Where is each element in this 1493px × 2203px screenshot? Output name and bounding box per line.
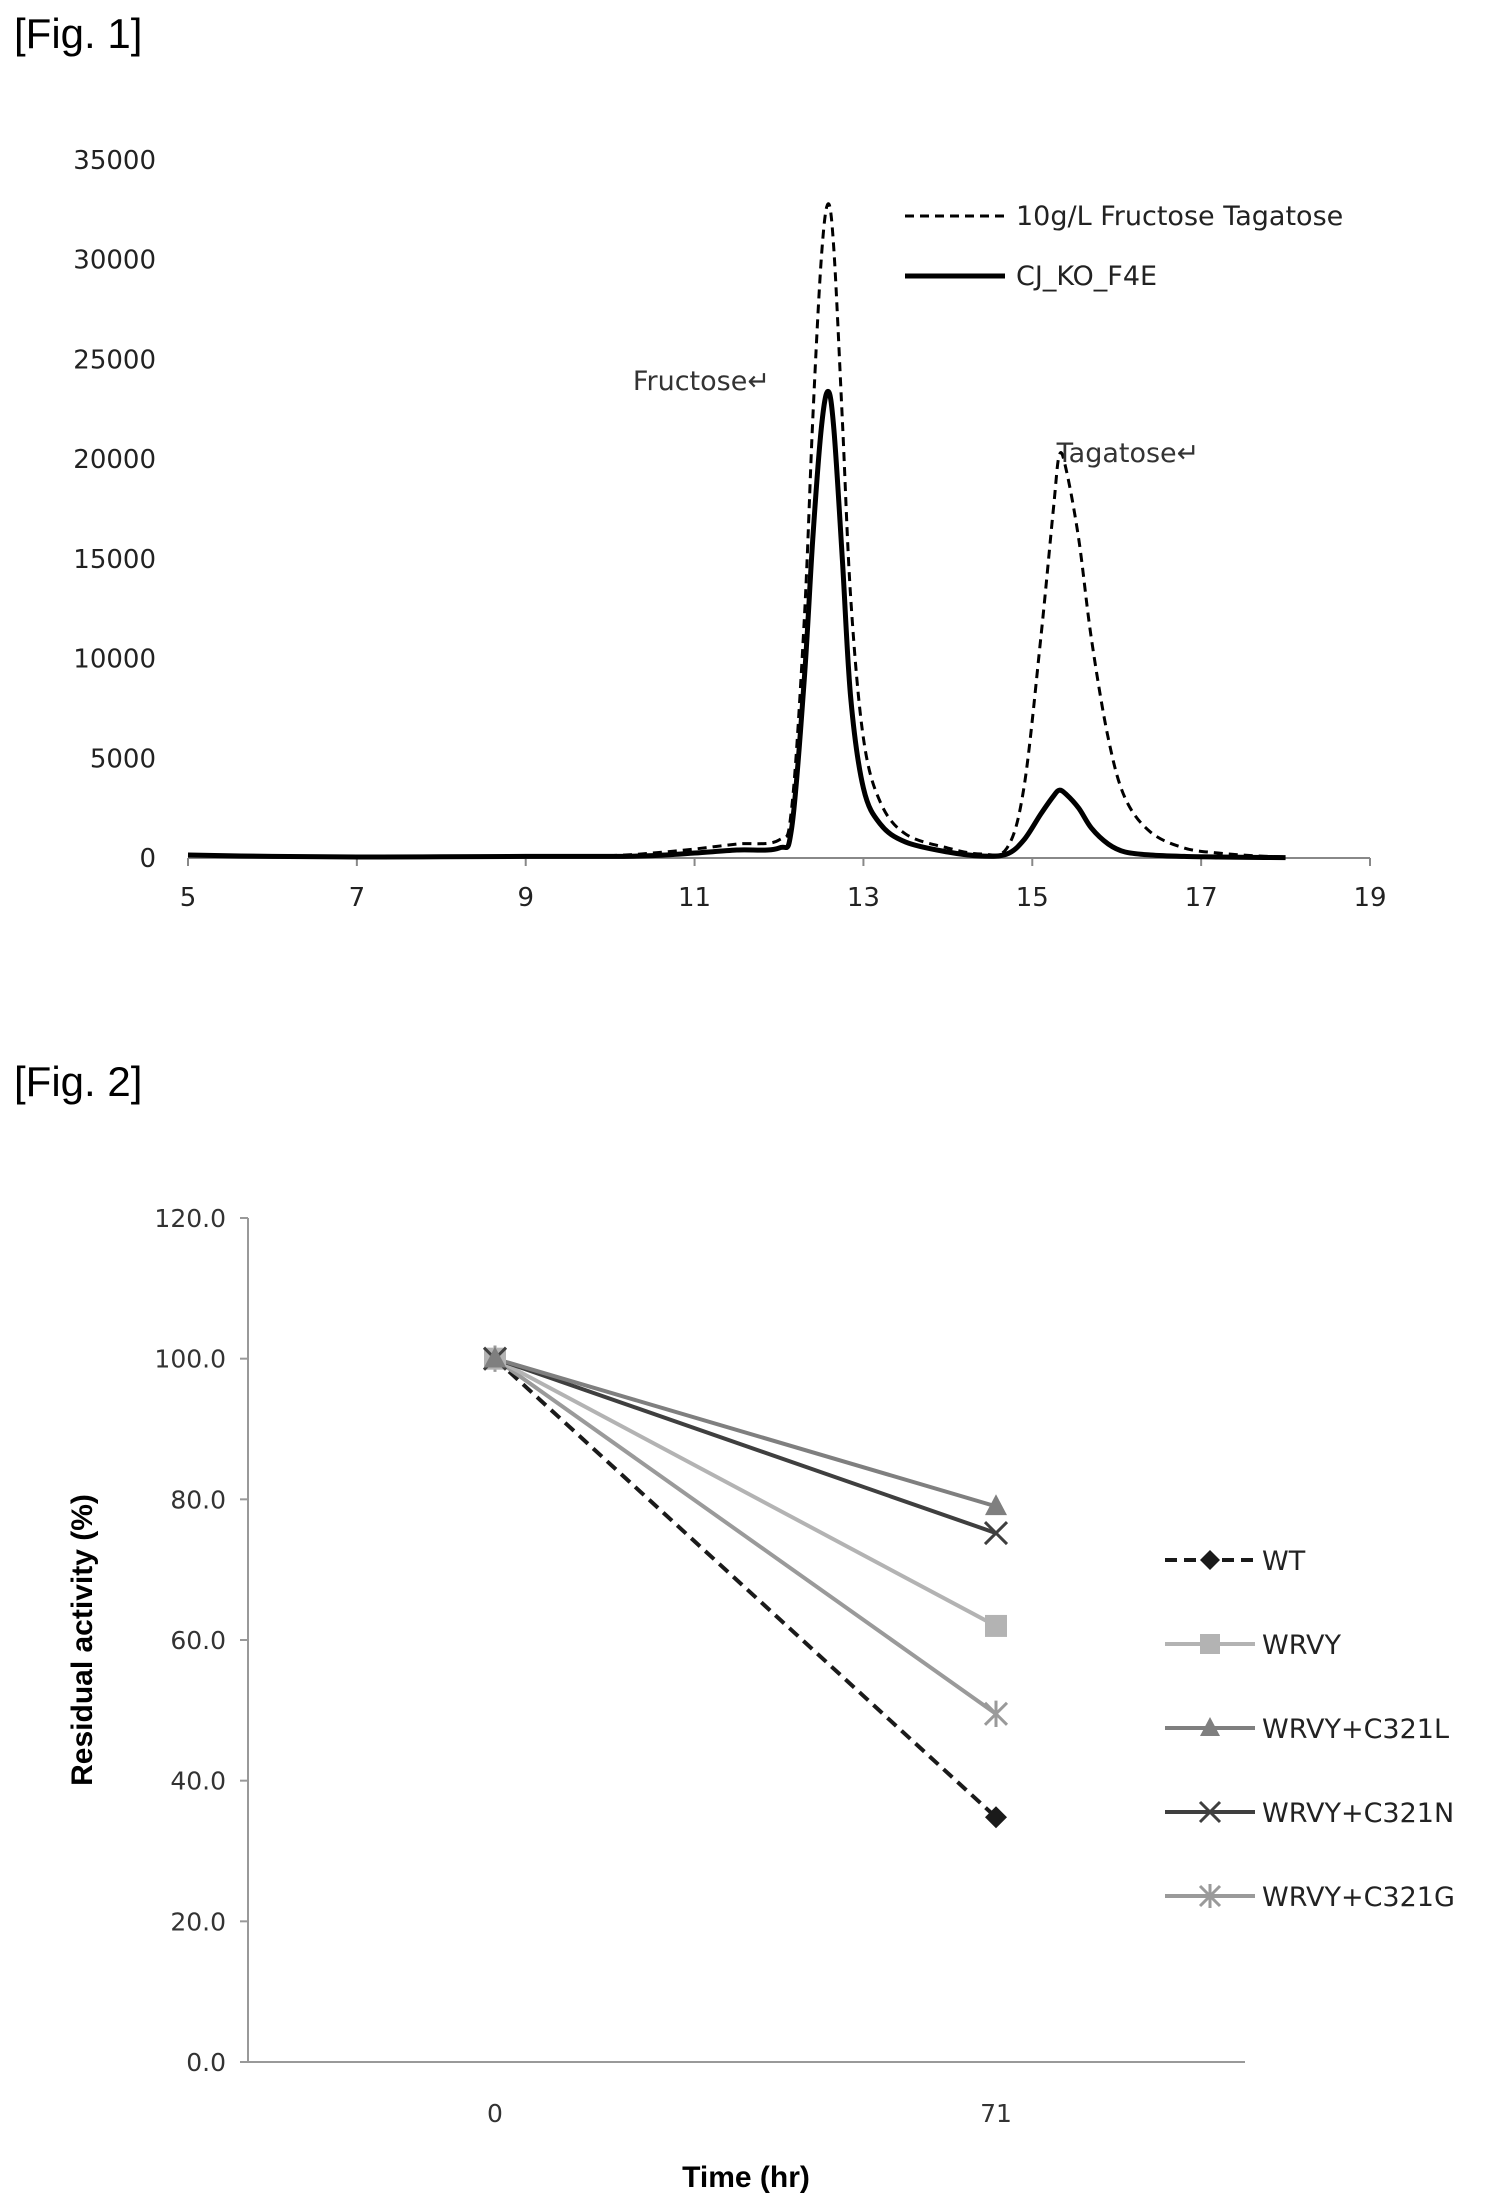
series-line-0 [187,202,1286,859]
figure-2-label: [Fig. 2] [14,1058,143,1105]
x-marker [1198,1800,1222,1824]
legend-label: WRVY+C321L [1262,1714,1449,1745]
y-tick-label: 30000 [73,246,156,276]
y-tick-label: 25000 [73,345,156,375]
x-tick-label: 9 [517,883,534,913]
y-tick-label: 100.0 [154,1345,226,1374]
figure-1-label: [Fig. 1] [14,10,143,57]
x-tick-label: 71 [980,2099,1012,2128]
x-marker [983,1521,1009,1546]
x-tick-label: 17 [1185,883,1218,913]
diamond-marker [1200,1550,1220,1570]
y-tick-label: 120.0 [154,1204,226,1233]
peak-annotation: Tagatose↵ [1056,438,1200,469]
x-tick-label: 11 [678,883,711,913]
legend-label: WRVY+C321N [1262,1798,1454,1829]
y-tick-label: 15000 [73,545,156,575]
legend-label: WT [1262,1546,1306,1577]
y-tick-label: 20.0 [170,1907,226,1936]
diamond-marker [985,1806,1007,1829]
square-marker [1200,1634,1220,1654]
series-line-1 [187,388,1286,861]
legend-label: CJ_KO_F4E [1016,261,1157,292]
y-tick-label: 35000 [73,146,156,176]
legend-label: WRVY [1262,1630,1341,1661]
y-tick-label: 20000 [73,445,156,475]
legend-label: 10g/L Fructose Tagatose [1016,201,1343,232]
y-tick-label: 40.0 [170,1767,226,1796]
y-tick-label: 10000 [73,645,156,675]
y-tick-label: 5000 [90,744,156,774]
star-marker [1198,1884,1222,1908]
series-line-WRVY+C321L [494,1356,997,1509]
y-tick-label: 0 [139,844,156,874]
star-marker [983,1700,1009,1728]
x-tick-label: 13 [847,883,880,913]
legend-label: WRVY+C321G [1262,1882,1455,1913]
chromatogram-chart: 5 7 9 11 13 15 17 19 0 5000 10000 15000 20000 25000 30… [73,146,1386,913]
square-marker [985,1614,1007,1637]
peak-annotation: Fructose↵ [633,366,770,397]
triangle-marker [1200,1717,1220,1736]
triangle-marker [985,1494,1007,1516]
y-axis-title: Residual activity (%) [66,1494,99,1786]
x-tick-label: 7 [349,883,366,913]
x-tick-label: 5 [180,883,197,913]
y-tick-label: 60.0 [170,1626,226,1655]
y-tick-label: 80.0 [170,1485,226,1514]
x-tick-label: 0 [487,2099,503,2128]
x-axis-title: Time (hr) [682,2161,810,2194]
series-line-WRVY+C321G [493,1357,998,1716]
triangle-marker [484,1346,506,1368]
x-tick-label: 19 [1353,883,1386,913]
series-line-WRVY [494,1356,997,1628]
series-line-WRVY+C321N [494,1356,997,1535]
y-tick-label: 0.0 [186,2048,226,2077]
residual-activity-chart: 0.0 20.0 40.0 60.0 80.0 100.0 120.0 0 71 Time (hr… [66,1204,1455,2194]
x-tick-label: 15 [1016,883,1049,913]
